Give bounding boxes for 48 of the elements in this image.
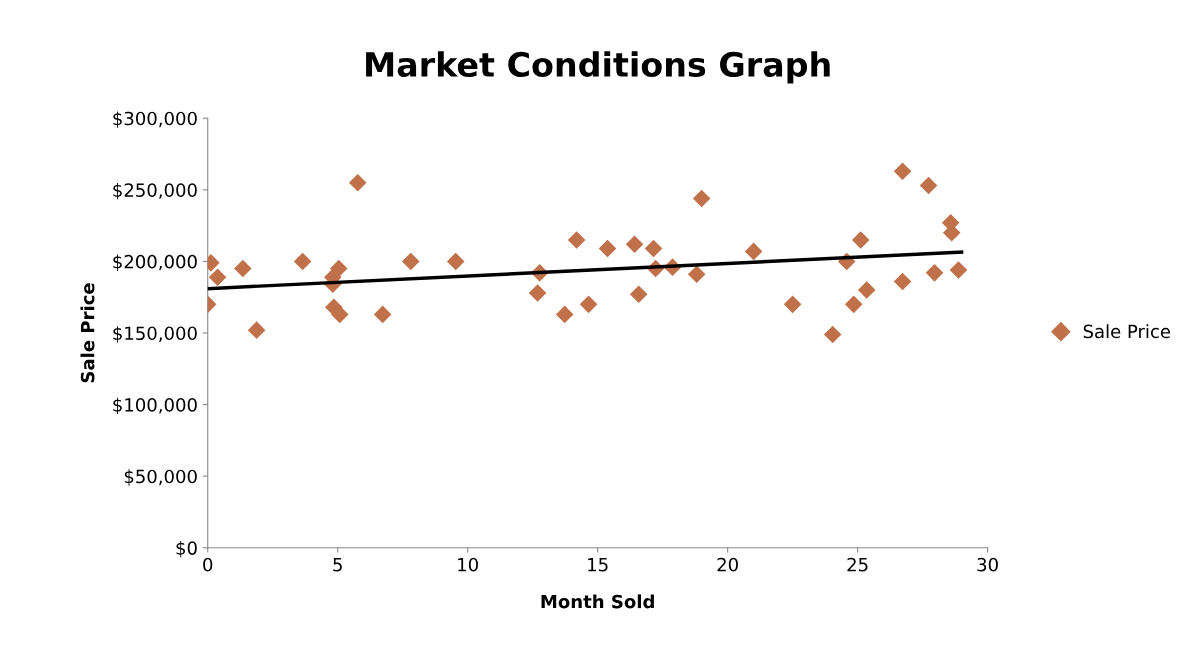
x-tick-label: 30 bbox=[977, 557, 998, 572]
point bbox=[329, 259, 348, 278]
x-tick-label: 10 bbox=[458, 557, 478, 572]
x-tick-label: 5 bbox=[333, 558, 342, 572]
point bbox=[446, 252, 465, 271]
point bbox=[234, 259, 252, 278]
point bbox=[893, 162, 912, 180]
y-tick-label: $0 bbox=[176, 540, 197, 558]
point bbox=[555, 305, 574, 324]
legend-label: Sale Price bbox=[1083, 324, 1171, 339]
point bbox=[744, 242, 763, 261]
y-tick-label: $300,000 bbox=[113, 111, 197, 128]
point bbox=[919, 176, 938, 195]
point bbox=[348, 173, 367, 192]
y-tick-label: $50,000 bbox=[124, 469, 197, 486]
x-tick-label: 15 bbox=[588, 558, 608, 572]
y-tick-label: $250,000 bbox=[113, 182, 197, 200]
point bbox=[893, 272, 912, 291]
point bbox=[949, 261, 968, 279]
x-axis-title: Month Sold bbox=[541, 594, 654, 609]
point bbox=[644, 239, 663, 258]
point bbox=[823, 325, 842, 344]
point bbox=[844, 295, 863, 314]
point bbox=[598, 239, 617, 258]
point bbox=[687, 265, 706, 284]
x-tick-label: 0 bbox=[203, 557, 213, 572]
point bbox=[567, 231, 586, 249]
point bbox=[528, 284, 547, 302]
point bbox=[625, 235, 644, 254]
point bbox=[925, 264, 944, 282]
point bbox=[208, 268, 227, 286]
point bbox=[247, 321, 266, 339]
y-axis-title: Sale Price bbox=[80, 283, 95, 383]
point bbox=[579, 295, 598, 314]
point bbox=[851, 231, 870, 249]
x-tick-label: 20 bbox=[717, 557, 738, 572]
point bbox=[783, 295, 802, 314]
chart-title: Market Conditions Graph bbox=[366, 51, 830, 84]
point bbox=[692, 189, 711, 208]
y-tick-label: $200,000 bbox=[113, 254, 197, 271]
y-tick-label: $100,000 bbox=[113, 397, 197, 415]
point bbox=[293, 252, 312, 271]
y-tick-label: $150,000 bbox=[113, 326, 197, 343]
point bbox=[401, 252, 420, 271]
x-tick-label: 25 bbox=[847, 557, 868, 572]
point bbox=[373, 305, 392, 324]
point bbox=[857, 281, 876, 299]
point bbox=[629, 285, 648, 304]
